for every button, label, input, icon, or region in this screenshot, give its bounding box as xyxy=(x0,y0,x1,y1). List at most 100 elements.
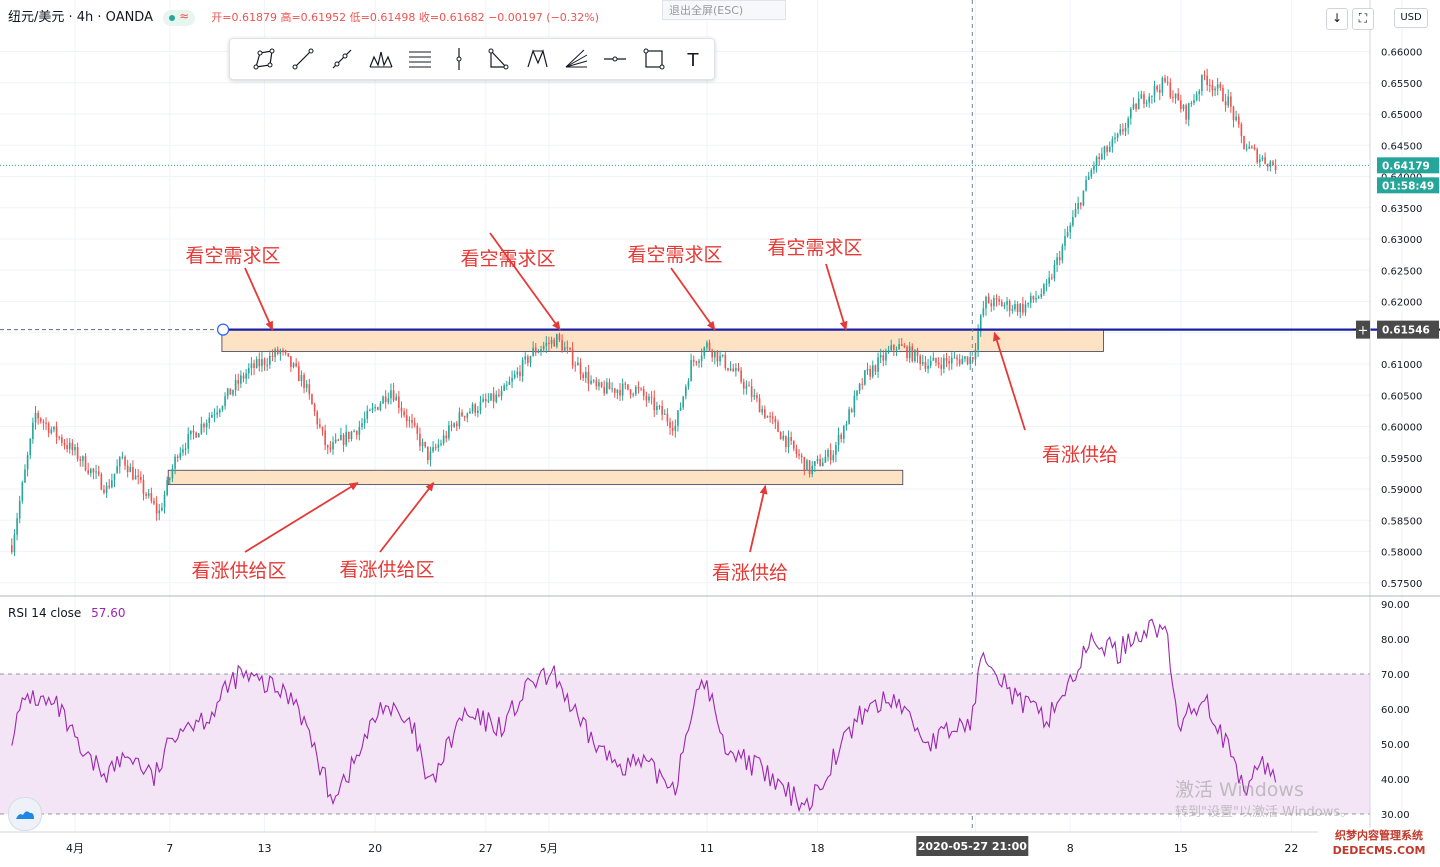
demand-zone xyxy=(167,469,904,486)
candle-up xyxy=(1174,93,1177,99)
candle-down xyxy=(461,412,463,417)
candle-down xyxy=(724,354,727,369)
candle-down xyxy=(203,423,205,428)
candle-down xyxy=(329,447,332,450)
fullscreen-button[interactable]: ⛶ xyxy=(1352,8,1374,30)
horizontal-line-icon[interactable] xyxy=(599,43,631,75)
time-tick-label: 11 xyxy=(700,842,714,855)
candle-up xyxy=(856,390,858,396)
rsi-tick-label: 90.00 xyxy=(1381,600,1410,611)
annotation-arrow xyxy=(489,232,561,331)
trend-line-icon[interactable] xyxy=(287,43,319,75)
pattern-icon[interactable] xyxy=(365,43,397,75)
market-status-icon[interactable] xyxy=(163,9,196,26)
candle-up xyxy=(806,460,808,471)
candle-up xyxy=(679,407,682,411)
candle-down xyxy=(869,368,871,377)
candle-down xyxy=(342,434,345,445)
candle-down xyxy=(785,435,787,448)
candle-up xyxy=(353,430,355,432)
candle-up xyxy=(1114,137,1116,140)
candle-down xyxy=(324,430,326,446)
candle-up xyxy=(116,466,118,474)
gann-fan-icon[interactable] xyxy=(560,43,592,75)
candle-down xyxy=(271,355,274,357)
candle-up xyxy=(1006,301,1008,305)
candle-up xyxy=(32,422,34,439)
symbol-title[interactable]: 纽元/美元 · 4h · OANDA xyxy=(8,10,153,25)
candle-down xyxy=(150,493,153,501)
candle-up xyxy=(166,480,168,495)
candle-down xyxy=(413,422,416,426)
fib-icon[interactable] xyxy=(404,43,436,75)
candle-up xyxy=(374,407,376,409)
candle-down xyxy=(405,415,408,422)
candle-down xyxy=(792,440,795,449)
candle-up xyxy=(218,409,221,413)
candle-up xyxy=(53,426,55,430)
candle-up xyxy=(505,384,508,386)
candle-up xyxy=(977,331,979,350)
candle-up xyxy=(168,478,171,481)
price-tick-label: 0.61000 xyxy=(1381,360,1422,371)
candle-up xyxy=(687,381,690,387)
candle-up xyxy=(674,425,677,431)
candle-down xyxy=(613,388,616,393)
candle-up xyxy=(735,368,737,372)
triangle-icon[interactable] xyxy=(482,43,514,75)
candle-down xyxy=(534,347,537,353)
currency-button[interactable]: USD xyxy=(1394,8,1428,28)
candle-up xyxy=(1161,77,1164,93)
exit-fullscreen-button[interactable]: 退出全屏(ESC) xyxy=(662,0,786,20)
candle-down xyxy=(47,423,50,434)
candle-up xyxy=(1190,103,1193,105)
candle-down xyxy=(1253,147,1256,150)
candle-up xyxy=(147,493,150,496)
candle-up xyxy=(1119,129,1122,134)
candle-up xyxy=(1132,103,1135,109)
candle-down xyxy=(1022,303,1024,313)
candle-down xyxy=(498,394,500,397)
candle-down xyxy=(1169,82,1172,98)
tradingview-logo[interactable] xyxy=(8,797,42,831)
candle-down xyxy=(995,297,998,300)
candle-down xyxy=(1032,295,1035,300)
candle-up xyxy=(1269,161,1272,167)
candle-down xyxy=(1164,77,1166,82)
candle-up xyxy=(174,456,176,469)
candle-up xyxy=(864,370,866,385)
candle-down xyxy=(574,365,577,367)
candle-up xyxy=(1003,304,1006,307)
candle-down xyxy=(661,406,663,415)
candle-up xyxy=(221,406,224,410)
ray-icon[interactable] xyxy=(326,43,358,75)
candle-up xyxy=(1103,146,1106,154)
candle-down xyxy=(972,357,974,360)
trend-channel-icon[interactable] xyxy=(248,43,280,75)
candle-down xyxy=(1143,94,1145,104)
candle-up xyxy=(545,342,548,346)
candle-up xyxy=(366,410,369,419)
vertical-line-icon[interactable] xyxy=(443,43,475,75)
candle-up xyxy=(1140,94,1143,99)
rectangle-icon[interactable] xyxy=(638,43,670,75)
candle-up xyxy=(1085,179,1087,191)
candle-up xyxy=(1066,232,1069,237)
candle-up xyxy=(387,398,390,403)
candle-down xyxy=(935,357,937,363)
candle-down xyxy=(582,374,584,378)
candle-down xyxy=(282,350,284,352)
candle-up xyxy=(1195,94,1198,101)
candle-up xyxy=(187,434,190,449)
candle-up xyxy=(1153,86,1156,96)
candle-down xyxy=(284,350,287,354)
text-icon[interactable]: T xyxy=(677,43,709,75)
candle-down xyxy=(919,355,921,364)
scroll-down-button[interactable]: ↓ xyxy=(1326,8,1348,30)
xabcd-icon[interactable] xyxy=(521,43,553,75)
candle-down xyxy=(1058,257,1061,261)
candle-up xyxy=(358,426,361,435)
candle-up xyxy=(550,339,553,344)
supply-zone xyxy=(221,328,1104,352)
